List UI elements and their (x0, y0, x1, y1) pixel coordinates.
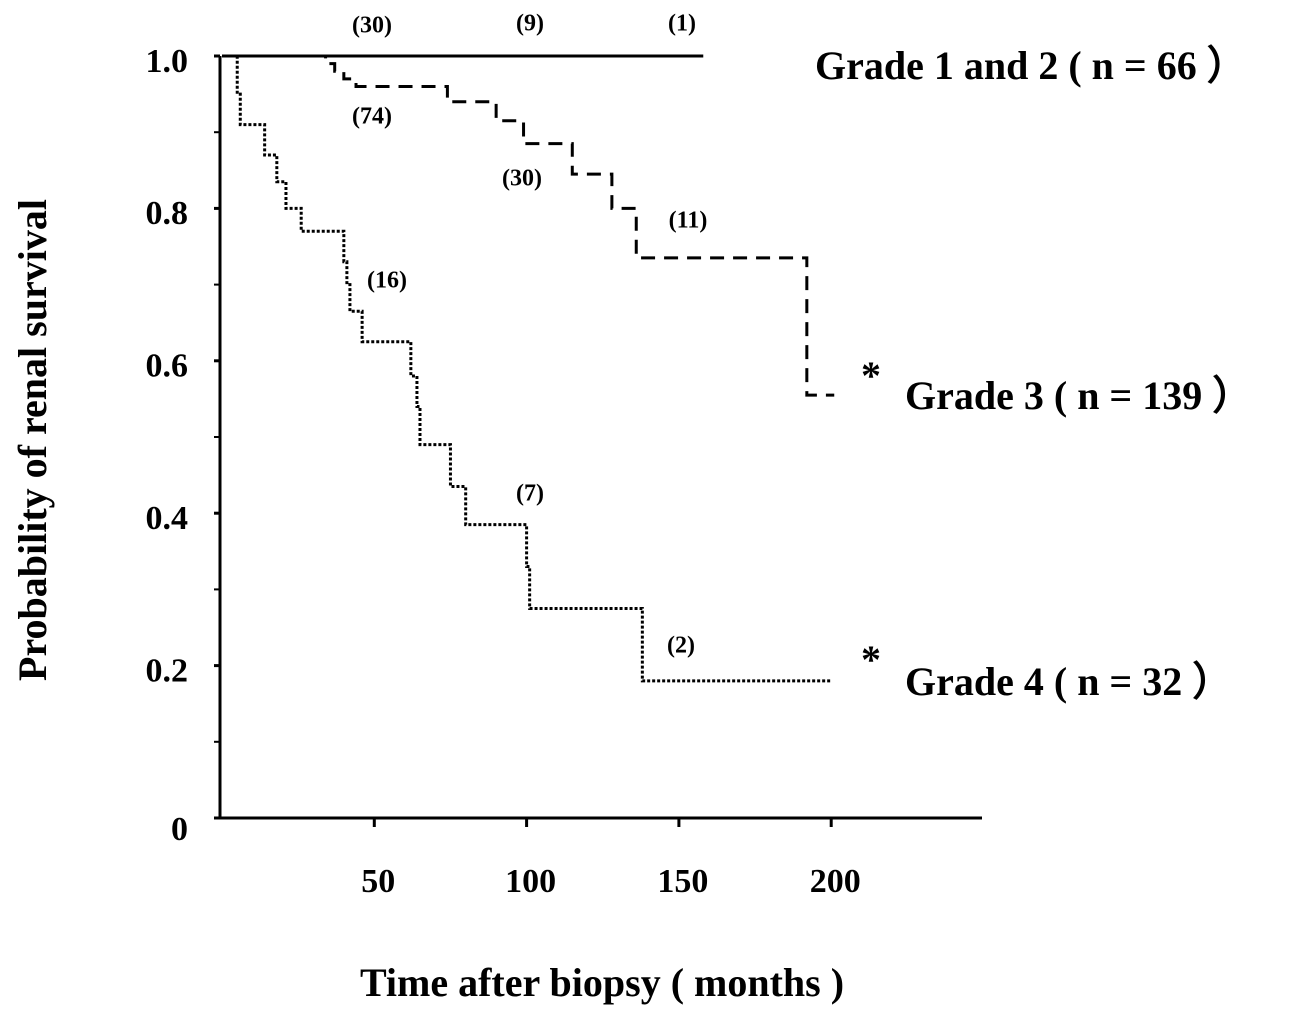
annotation: (7) (516, 481, 544, 507)
x-tick-label: 200 (810, 863, 861, 900)
annotation: * (861, 637, 881, 682)
annotation: (30) (352, 13, 392, 39)
annotation: (2) (667, 633, 695, 659)
annotation: (74) (352, 104, 392, 130)
y-axis-label: Probability of renal survival (10, 199, 55, 681)
annotation: (11) (669, 208, 708, 234)
survival-curve (222, 54, 835, 397)
annotation: (9) (516, 11, 544, 37)
x-axis-label: Time after biopsy ( months ) (360, 960, 844, 1005)
y-tick-label: 0.6 (146, 348, 189, 385)
x-tick-label: 50 (361, 863, 395, 900)
y-tick-label: 1.0 (146, 43, 189, 80)
x-tick-label: 150 (657, 863, 708, 900)
legend-label: Grade 1 and 2 ( n = 66 ） (815, 43, 1247, 88)
y-tick-label: 0.8 (146, 195, 189, 232)
annotation: (1) (668, 11, 696, 37)
annotation: (16) (367, 268, 407, 294)
annotation: (30) (502, 166, 542, 192)
y-tick-label: 0 (171, 811, 188, 848)
y-tick-label: 0.2 (146, 652, 189, 689)
legend-label: Grade 4 ( n = 32 ） (905, 659, 1232, 704)
annotation: * (861, 353, 881, 398)
legend-label: Grade 3 ( n = 139 ） (905, 373, 1252, 418)
y-tick-label: 0.4 (146, 500, 189, 537)
x-tick-label: 100 (505, 863, 556, 900)
survival-curve (222, 54, 832, 683)
